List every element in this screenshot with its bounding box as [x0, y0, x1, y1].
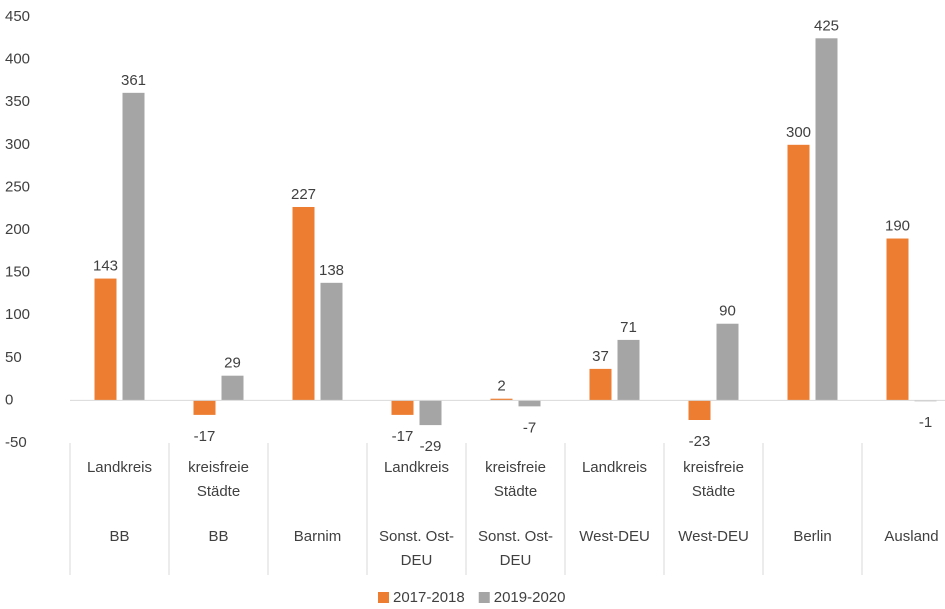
bar — [94, 278, 117, 401]
bar — [419, 400, 442, 426]
x-category-label: BB — [208, 528, 229, 545]
x-subcategory-label: Landkreis — [383, 459, 450, 476]
bar — [122, 92, 145, 401]
data-label: -1 — [919, 414, 932, 431]
data-label: -29 — [420, 438, 442, 455]
data-label: 29 — [224, 355, 241, 372]
bar — [589, 368, 612, 401]
data-label: 71 — [620, 319, 637, 336]
y-tick-label: 50 — [5, 349, 22, 366]
y-tick-label: 0 — [5, 391, 13, 408]
legend-swatch — [378, 592, 389, 603]
bar — [193, 400, 216, 415]
y-tick-label: -50 — [5, 434, 27, 451]
data-label: -23 — [689, 433, 711, 450]
x-subcategory-label: Landkreis — [581, 459, 648, 476]
data-label: 190 — [885, 217, 910, 234]
bar — [292, 206, 315, 401]
x-category-label: West-DEU — [579, 528, 650, 545]
bar — [221, 375, 244, 401]
data-label: -17 — [392, 428, 414, 445]
y-tick-label: 400 — [5, 51, 30, 68]
data-label: 138 — [319, 262, 344, 279]
data-label: 227 — [291, 186, 316, 203]
bar — [320, 282, 343, 401]
x-category-label: Sonst. Ost-DEU — [378, 528, 455, 569]
bar — [391, 400, 414, 415]
y-tick-label: 150 — [5, 264, 30, 281]
y-tick-label: 350 — [5, 93, 30, 110]
legend-label: 2017-2018 — [393, 589, 465, 606]
x-category-label: Ausland — [884, 528, 939, 545]
y-tick-label: 100 — [5, 306, 30, 323]
x-subcategory-label: kreisfreie Städte — [683, 459, 744, 500]
bar — [518, 400, 541, 407]
y-tick-label: 250 — [5, 178, 30, 195]
bar — [490, 398, 513, 401]
x-subcategory-label: Landkreis — [86, 459, 153, 476]
y-tick-label: 200 — [5, 221, 30, 238]
data-label: 361 — [121, 72, 146, 89]
data-label: -17 — [194, 428, 216, 445]
y-tick-label: 300 — [5, 136, 30, 153]
bar — [886, 238, 909, 401]
x-category-label: Sonst. Ost-DEU — [477, 528, 554, 569]
data-label: 300 — [786, 124, 811, 141]
bar — [787, 144, 810, 401]
bar — [688, 400, 711, 420]
data-label: 425 — [814, 17, 839, 34]
bar — [815, 38, 838, 401]
data-label: 37 — [592, 348, 609, 365]
x-category-label: BB — [109, 528, 130, 545]
x-category-label: West-DEU — [678, 528, 749, 545]
data-label: -7 — [523, 419, 536, 436]
legend-label: 2019-2020 — [494, 589, 566, 606]
y-tick-label: 450 — [5, 8, 30, 25]
data-label: 90 — [719, 303, 736, 320]
x-category-label: Berlin — [793, 528, 832, 545]
bar — [716, 323, 739, 401]
data-label: 2 — [497, 378, 505, 395]
x-subcategory-label: kreisfreie Städte — [485, 459, 546, 500]
x-category-label: Barnim — [293, 528, 342, 545]
x-subcategory-label: kreisfreie Städte — [188, 459, 249, 500]
bar — [617, 339, 640, 401]
data-label: 143 — [93, 258, 118, 275]
legend-swatch — [478, 592, 490, 603]
